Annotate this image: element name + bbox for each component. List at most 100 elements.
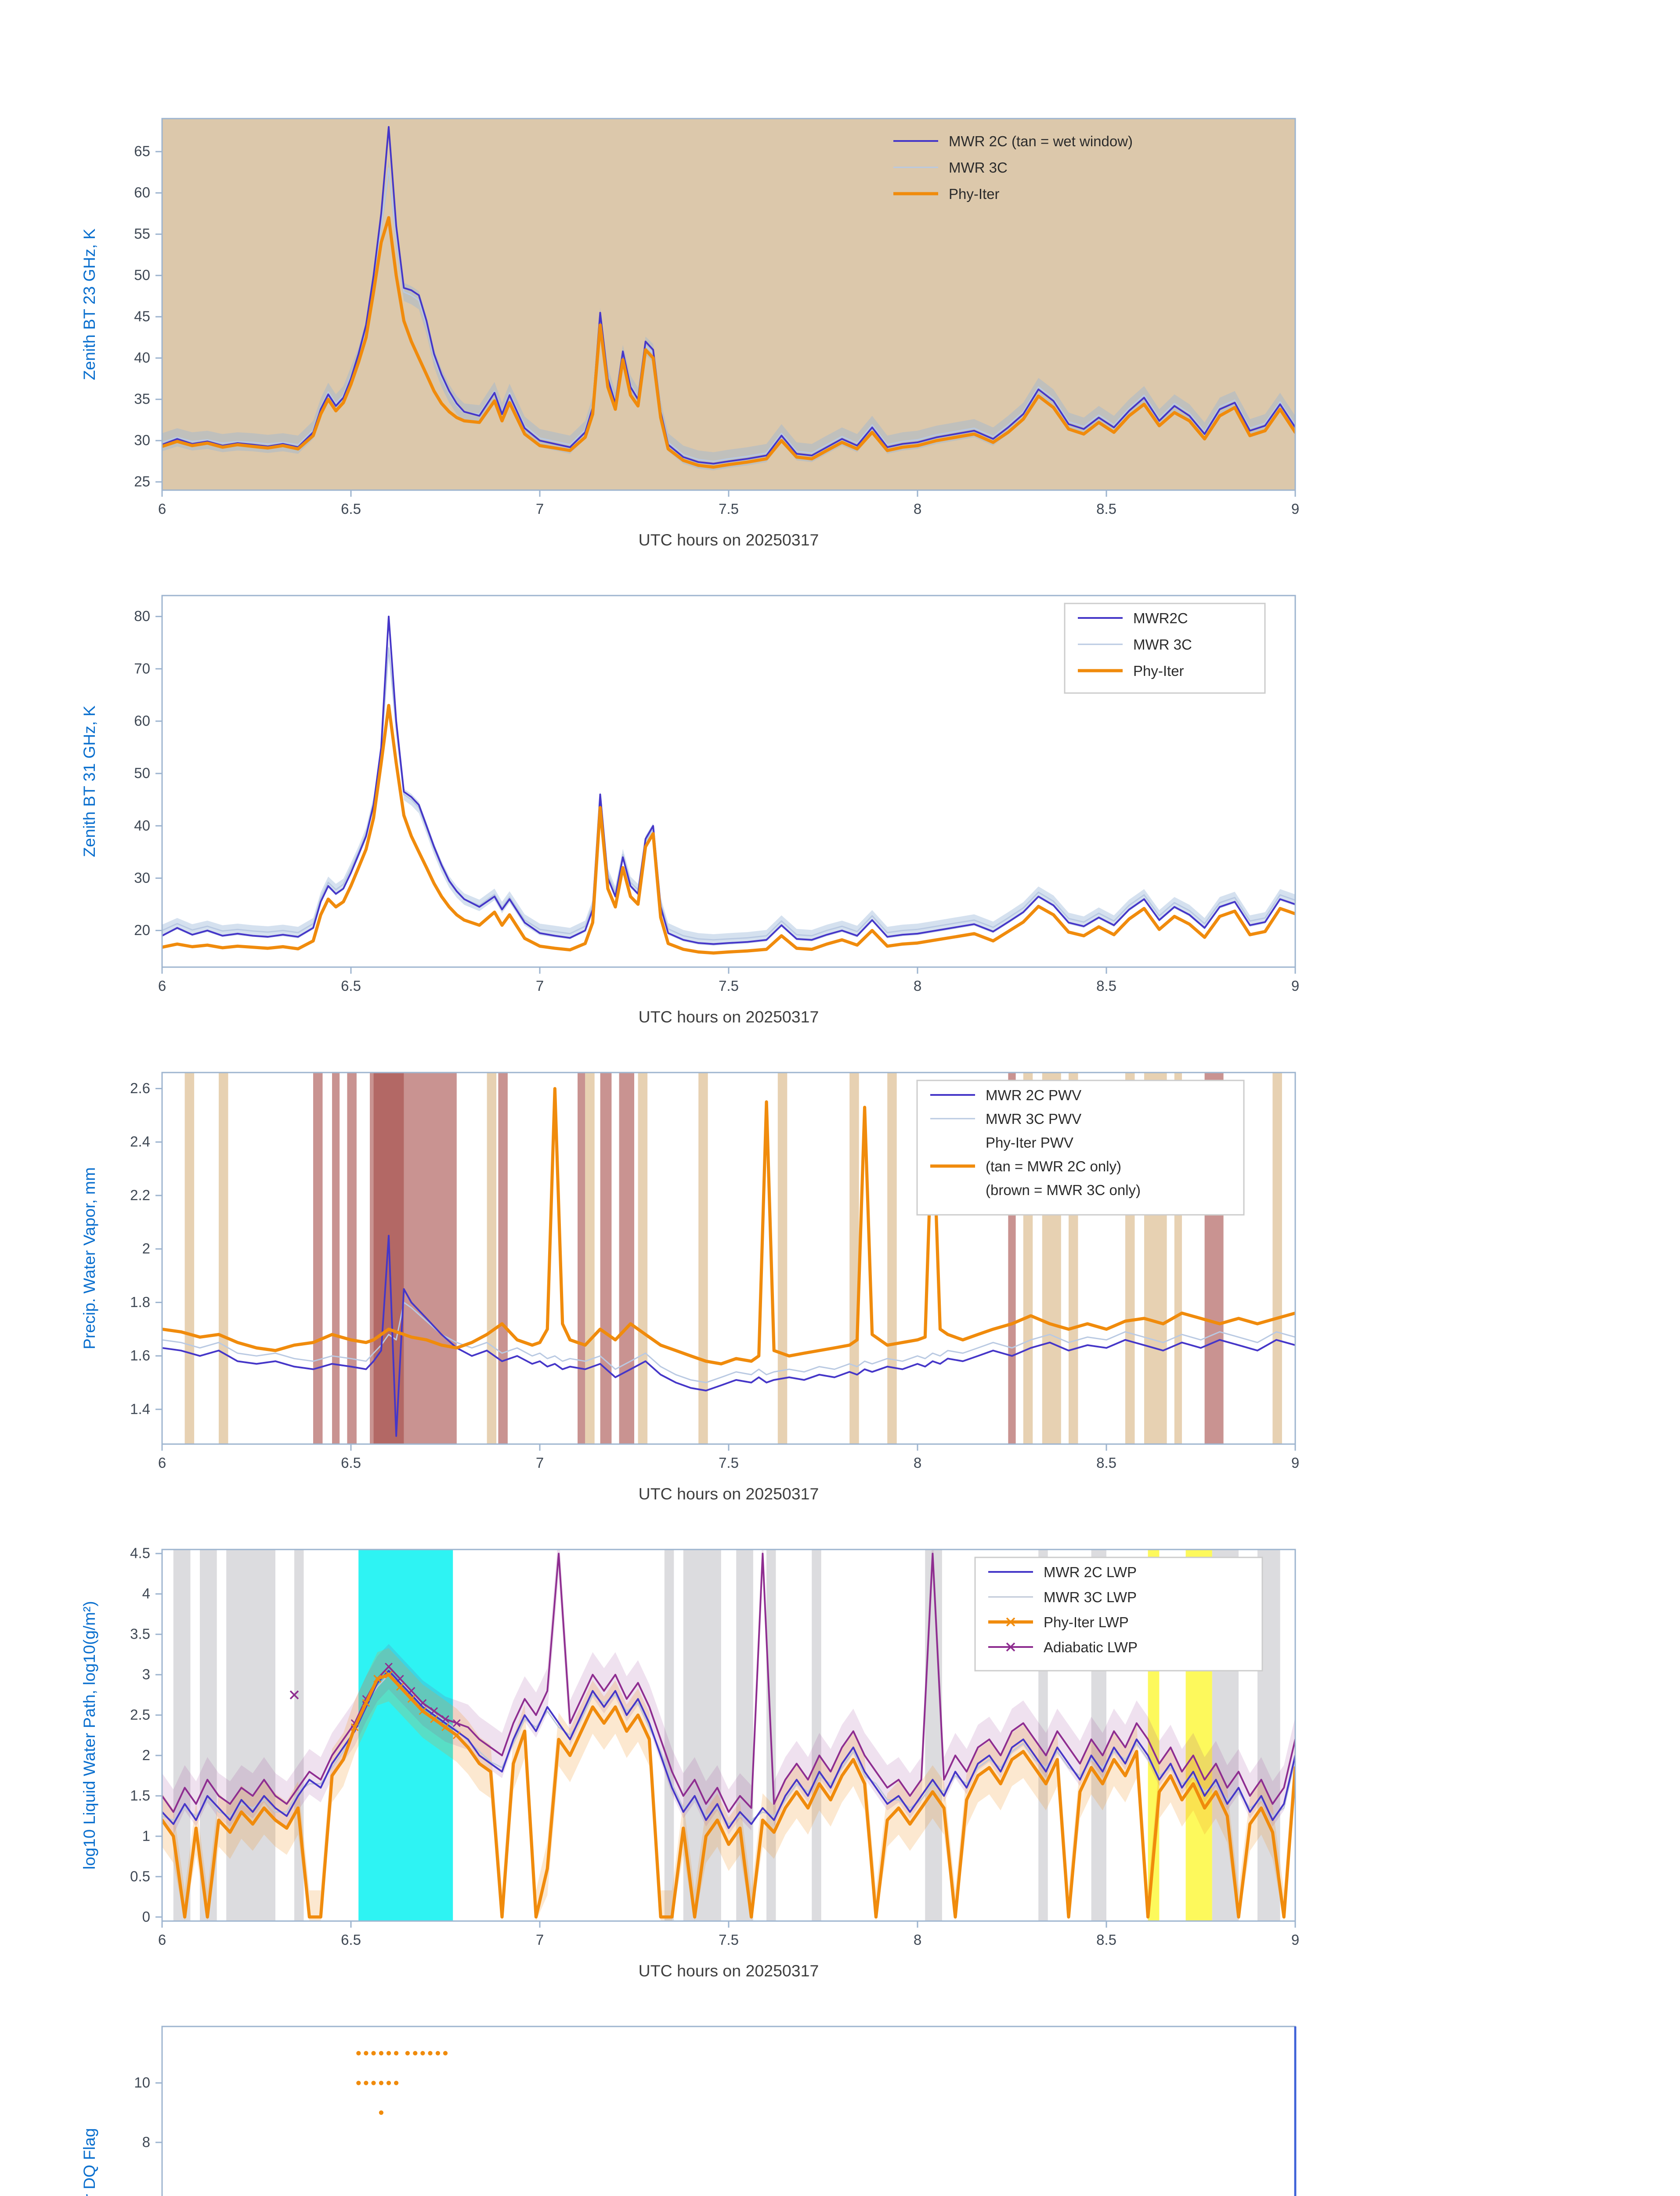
series-Phy-Iter — [162, 704, 1295, 955]
x-marker — [452, 1719, 461, 1727]
y-tick-label: 60 — [134, 184, 150, 201]
y-tick-label: 10 — [134, 2074, 150, 2091]
y-tick-label: 40 — [134, 817, 150, 834]
x-tick-label: 6 — [158, 1455, 166, 1471]
y-tick-label: 70 — [134, 660, 150, 676]
flag-dot — [443, 2051, 448, 2055]
legend-x-marker — [1006, 1642, 1015, 1652]
panel-zenith-bt-23ghz: 6 6.5 7 7.5 8 8.5 9 25 30 35 40 45 50 55 60 65 UTC hours… — [63, 95, 1381, 572]
band-tan — [849, 1073, 859, 1444]
plot-background — [162, 119, 1295, 490]
legend-label: MWR 3C — [949, 159, 1008, 176]
envelope-Adiabatic LWP — [162, 1549, 1295, 1835]
flag-dot — [405, 2051, 410, 2055]
envelope-MWR 3C — [162, 642, 1295, 946]
y-tick-label: 60 — [134, 712, 150, 729]
flag-dot — [435, 2051, 440, 2055]
legend: MWR 2C PWV MWR 3C PWV Phy-Iter PWV (tan = M… — [916, 1080, 1245, 1216]
x-tick-label: 7 — [536, 978, 544, 994]
legend-label: Phy-Iter PWV — [986, 1134, 1073, 1151]
x-tick-label: 7.5 — [719, 978, 739, 994]
legend-label: Adiabatic LWP — [1044, 1639, 1138, 1655]
y-tick-label: 2 — [142, 1747, 150, 1763]
series-Phy-Iter LWP — [162, 1673, 1295, 1919]
series-MWR2C — [162, 615, 1295, 945]
x-marker — [419, 1707, 427, 1715]
x-axis-label: UTC hours on 20250317 — [639, 531, 819, 549]
x-tick-label: 8.5 — [1096, 501, 1116, 517]
series-MWR 2C PWV — [162, 1235, 1295, 1437]
y-axis-label: Zenith BT 31 GHz, K — [80, 705, 98, 857]
x-marker — [430, 1715, 438, 1723]
y-tick-label: 25 — [134, 473, 150, 490]
chart-lwp: 6 6.5 7 7.5 8 8.5 9 0 0.5 1 1.5 2 2.5 3 3.5 4 4.5 UTC hou… — [80, 1545, 1299, 1980]
chart-dqflag: 66.577.588.590246810UTC hours on 2025031… — [80, 2026, 1297, 2196]
x-tick-label: 8.5 — [1096, 1932, 1116, 1948]
band-tan — [219, 1073, 228, 1444]
y-tick-label: 30 — [134, 870, 150, 886]
band-tan — [638, 1073, 648, 1444]
legend: MWR 2C (tan = wet window) MWR 3C Phy-Iter — [893, 133, 1133, 202]
x-tick-label: 6 — [158, 1932, 166, 1948]
x-tick-label: 8 — [914, 1932, 921, 1948]
x-tick-label: 9 — [1291, 978, 1299, 994]
x-marker — [452, 1731, 461, 1739]
x-marker — [373, 1675, 382, 1683]
x-tick-label: 8.5 — [1096, 978, 1116, 994]
band-tan — [777, 1073, 788, 1444]
band-cyan — [358, 1549, 453, 1921]
flag-dot — [379, 2110, 383, 2115]
y-tick-label: 35 — [134, 391, 150, 407]
x-tick-label: 6 — [158, 978, 166, 994]
y-tick-label: 0 — [142, 1908, 150, 1925]
legend-label: MWR 3C — [1133, 636, 1192, 653]
series-MWR 3C — [162, 647, 1295, 941]
chart-pwv: 6 6.5 7 7.5 8 8.5 9 1.4 1.6 1.8 2 2.2 2.4 2.6 UTC hour… — [80, 1072, 1299, 1503]
legend-x-marker — [1006, 1617, 1015, 1627]
y-tick-label: 3.5 — [130, 1626, 150, 1642]
y-tick-label: 45 — [134, 308, 150, 325]
x-tick-label: 8 — [914, 501, 921, 517]
x-tick-label: 7 — [536, 1455, 544, 1471]
y-axis-label: log10 Liquid Water Path, log10(g/m²) — [80, 1601, 98, 1869]
flag-dot — [386, 2051, 391, 2055]
flag-dot — [356, 2080, 361, 2085]
band-gray — [664, 1549, 674, 1921]
legend-label: MWR 3C PWV — [986, 1111, 1081, 1127]
envelope-Phy-Iter LWP — [162, 1648, 1295, 1921]
y-tick-label: 2 — [142, 1240, 150, 1257]
flag-dot — [364, 2080, 369, 2085]
flag-dot — [394, 2051, 399, 2055]
flag-dot — [371, 2080, 376, 2085]
plot-background — [162, 2026, 1295, 2196]
band-brown — [600, 1073, 612, 1444]
y-tick-label: 50 — [134, 765, 150, 781]
panel-zenith-bt-31ghz: 6 6.5 7 7.5 8 8.5 9 20 30 40 50 60 70 80 UTC hours on … — [63, 572, 1381, 1049]
envelope-MWR 3C — [162, 159, 1295, 470]
x-tick-label: 8 — [914, 1455, 921, 1471]
x-tick-label: 6.5 — [341, 978, 361, 994]
legend-label: (brown = MWR 3C only) — [986, 1182, 1141, 1198]
flag-dot — [428, 2051, 433, 2055]
x-axis-label: UTC hours on 20250317 — [639, 1008, 819, 1026]
x-tick-label: 7.5 — [719, 1455, 739, 1471]
y-tick-label: 1.6 — [130, 1347, 150, 1364]
band-gray — [226, 1549, 275, 1921]
y-tick-label: 8 — [142, 2134, 150, 2150]
band-brown — [619, 1073, 634, 1444]
x-marker — [350, 1723, 359, 1731]
x-tick-label: 7.5 — [719, 501, 739, 517]
y-tick-label: 6 — [142, 2193, 150, 2196]
x-tick-label: 8 — [914, 978, 921, 994]
legend-label: MWR 2C PWV — [986, 1087, 1081, 1103]
x-tick-label: 8.5 — [1096, 1455, 1116, 1471]
x-tick-label: 7 — [536, 501, 544, 517]
x-tick-label: 9 — [1291, 1932, 1299, 1948]
y-tick-label: 3 — [142, 1666, 150, 1683]
x-marker — [396, 1683, 404, 1691]
band-brown — [347, 1073, 357, 1444]
band-tan — [184, 1073, 195, 1444]
series-MWR 2C (tan = wet window) — [162, 126, 1295, 465]
legend: MWR 2C LWP MWR 3C LWP Phy-Iter LWP Adiabati… — [974, 1557, 1263, 1672]
